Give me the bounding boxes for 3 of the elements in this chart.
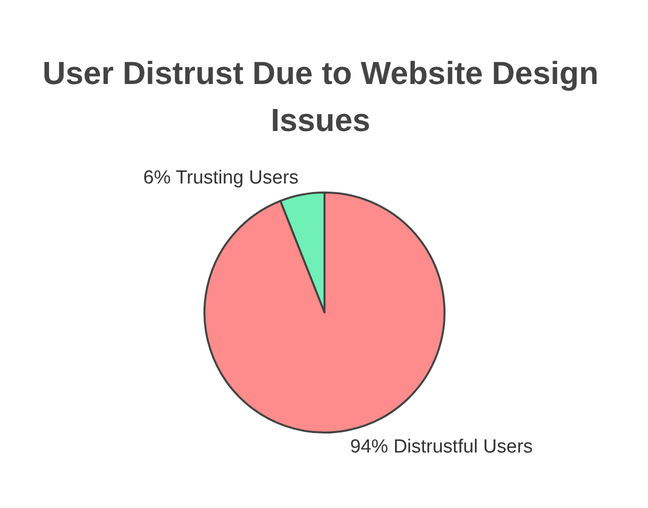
chart-title: User Distrust Due to Website Design Issues [42,55,598,138]
slice-label: 94% Distrustful Users [350,436,533,458]
slice-label: 6% Trusting Users [143,168,299,189]
